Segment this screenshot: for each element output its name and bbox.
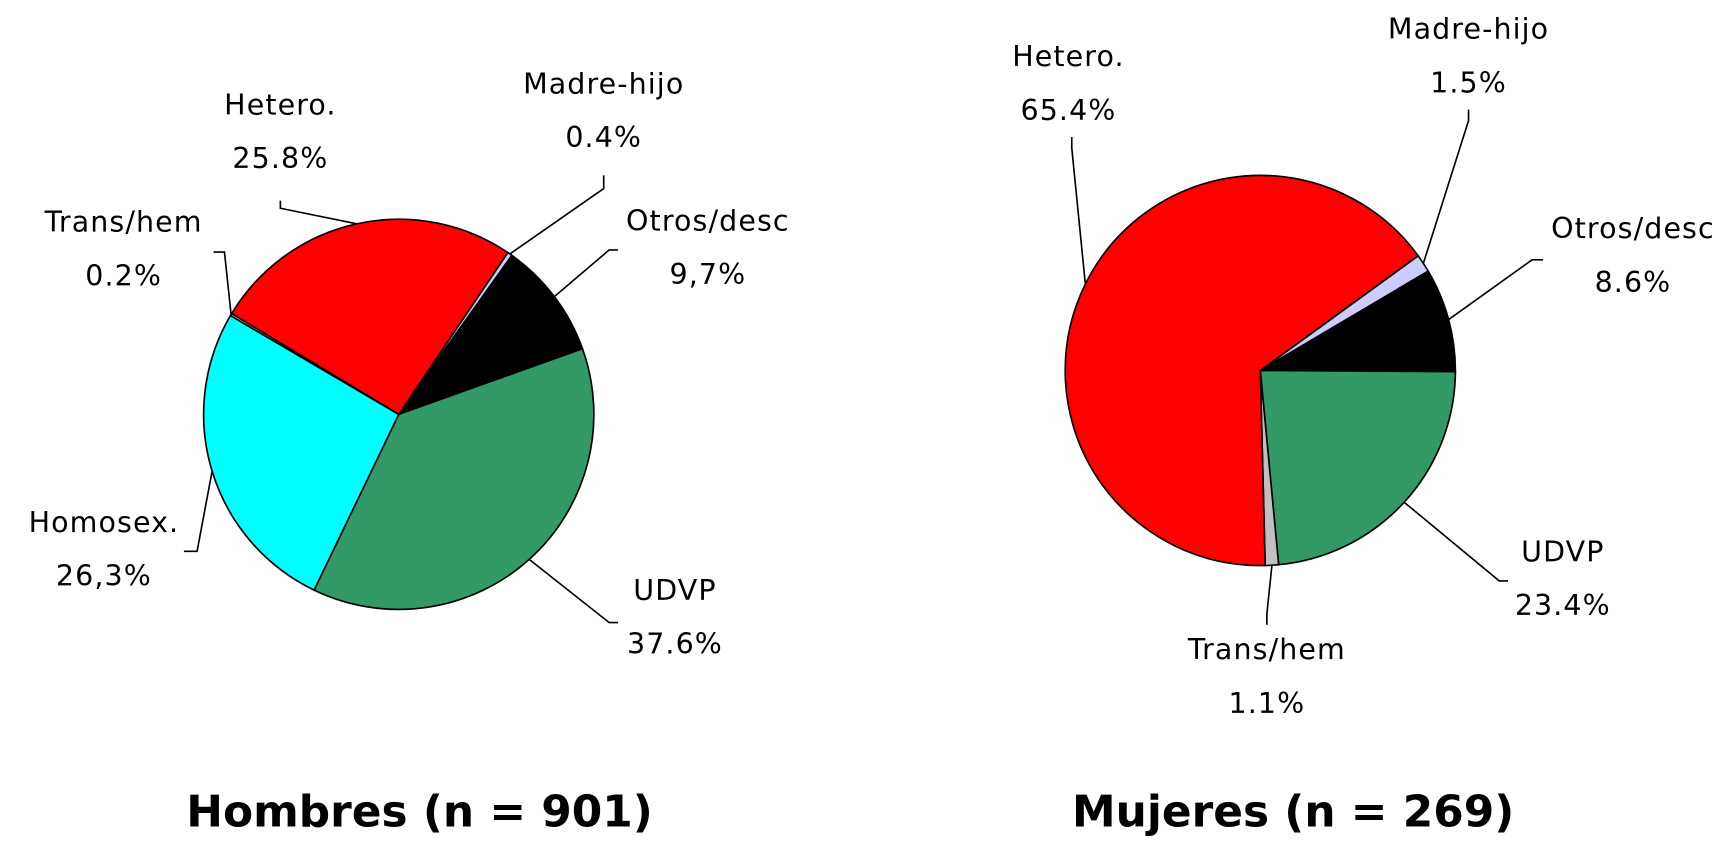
chart-title: Hombres (n = 901) xyxy=(186,786,653,837)
slice-label: Otros/desc xyxy=(626,205,790,238)
slice-label: Trans/hem xyxy=(1187,633,1346,666)
value-label: 65.4% xyxy=(1020,94,1116,127)
pie-slice xyxy=(1064,174,1420,567)
leader-line xyxy=(1266,565,1273,625)
pie-slice xyxy=(230,218,509,416)
slice-label: UDVP xyxy=(1521,536,1604,569)
value-label: 1.5% xyxy=(1430,66,1507,99)
value-label: 23.4% xyxy=(1515,589,1611,622)
value-label: 37.6% xyxy=(627,628,723,661)
leader-line xyxy=(1403,501,1509,582)
value-label: 0.4% xyxy=(565,121,642,154)
slice-label: Homosex. xyxy=(29,506,180,539)
pie-slice xyxy=(312,347,595,611)
slice-label: Otros/desc xyxy=(1551,212,1715,245)
leader-line xyxy=(509,175,605,255)
leader-line xyxy=(553,249,618,298)
leader-line xyxy=(1448,258,1544,321)
value-label: 0.2% xyxy=(85,259,162,292)
leader-line xyxy=(528,558,618,624)
value-label: 25.8% xyxy=(232,142,328,175)
value-label: 9,7% xyxy=(669,258,746,291)
leader-line xyxy=(1422,109,1470,264)
slice-label: Madre-hijo xyxy=(1388,13,1549,46)
value-label: 8.6% xyxy=(1595,266,1672,299)
value-label: 1.1% xyxy=(1228,687,1305,720)
value-label: 26,3% xyxy=(56,560,152,593)
leader-line xyxy=(1070,137,1087,285)
pie-slice xyxy=(1259,369,1457,566)
leader-line xyxy=(213,251,232,315)
slice-label: Madre-hijo xyxy=(523,67,684,100)
leader-line xyxy=(279,200,357,225)
slice-label: Hetero. xyxy=(1012,40,1124,73)
slice-label: UDVP xyxy=(633,574,716,607)
slice-label: Trans/hem xyxy=(44,206,203,239)
slice-label: Hetero. xyxy=(224,88,336,121)
leader-line xyxy=(183,471,213,553)
chart-title: Mujeres (n = 269) xyxy=(1072,786,1514,837)
pie-slice xyxy=(396,254,584,416)
